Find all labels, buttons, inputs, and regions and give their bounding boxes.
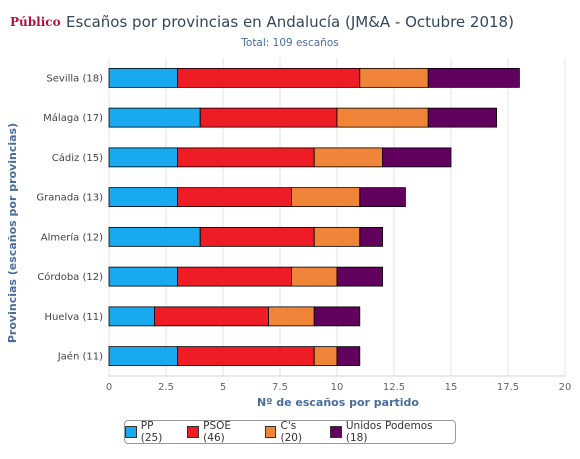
y-category-label: Huelva (11) (44, 312, 103, 323)
bar-segment (108, 306, 155, 327)
x-axis-title: Nº de escaños por partido (257, 396, 419, 409)
x-tick-label: 0 (106, 382, 112, 393)
y-category-label: Málaga (17) (43, 112, 103, 124)
bar-segment (359, 67, 429, 88)
bar-segment (108, 346, 178, 367)
legend-label: PP (25) (140, 420, 163, 444)
bar-segment (176, 147, 315, 168)
x-tick-label: 17.5 (497, 382, 519, 393)
bar-segment (176, 266, 292, 287)
legend-swatch (125, 426, 137, 438)
x-tick-label: 20 (559, 382, 572, 393)
bar-segment (313, 147, 384, 168)
bar-segment (108, 107, 201, 128)
chart-legend: PP (25) PSOE (46) C's (20) Unidos Podemos (… (124, 420, 456, 444)
chart-subtitle: Total: 109 escaños (241, 37, 339, 49)
bar-segment (359, 226, 383, 247)
y-axis-title: Provincias (escaños por provincias) (6, 123, 19, 343)
x-tick-label: 10 (331, 382, 344, 393)
bar-segment (108, 187, 178, 208)
bar-segment (313, 346, 338, 367)
legend-swatch (330, 426, 342, 438)
y-category-label: Granada (13) (36, 193, 103, 204)
publico-logo: Público (10, 15, 61, 29)
x-tick-label: 12.5 (383, 382, 405, 393)
x-tick-label: 7.5 (272, 382, 288, 393)
y-category-label: Jaén (11) (57, 351, 103, 363)
x-tick-label: 5 (220, 382, 226, 393)
bar-segment (290, 266, 338, 287)
bar-segment (427, 67, 520, 88)
bar-segment (268, 306, 315, 327)
legend-swatch (264, 426, 277, 438)
x-tick-label: 15 (445, 382, 458, 393)
legend-swatch (187, 426, 200, 438)
legend-item[interactable]: PSOE (46) (187, 420, 254, 444)
bar-segment (336, 346, 361, 367)
legend-label: PSOE (46) (203, 420, 232, 444)
bar-segment (108, 147, 178, 168)
legend-item[interactable]: C's (20) (264, 420, 320, 444)
bar-segment (382, 147, 452, 168)
chart-title: Escaños por provincias en Andalucía (JM&… (66, 13, 514, 31)
bar-segment (154, 306, 270, 327)
bar-segment (359, 187, 406, 208)
bar-segment (199, 107, 338, 128)
bar-segment (313, 306, 361, 327)
y-category-label: Córdoba (12) (37, 271, 103, 283)
bar-segment (108, 67, 178, 88)
x-tick-label: 2.5 (158, 382, 174, 393)
bar-segment (427, 107, 498, 128)
legend-label: C's (20) (280, 420, 303, 444)
legend-label: Unidos Podemos (18) (345, 420, 433, 444)
y-category-label: Cádiz (15) (52, 152, 103, 164)
bar-segment (313, 226, 361, 247)
legend-item[interactable]: PP (25) (125, 420, 177, 444)
bar-segment (336, 266, 383, 287)
bar-segment (176, 187, 292, 208)
legend-item[interactable]: Unidos Podemos (18) (330, 420, 455, 444)
bar-segment (108, 226, 201, 247)
bar-segment (336, 107, 429, 128)
bar-segment (290, 187, 361, 208)
bar-segment (176, 67, 361, 88)
bar-segment (108, 266, 178, 287)
bar-segment (199, 226, 315, 247)
bar-segment (176, 346, 315, 367)
y-category-label: Almería (12) (41, 231, 103, 243)
y-category-label: Sevilla (18) (46, 73, 103, 84)
